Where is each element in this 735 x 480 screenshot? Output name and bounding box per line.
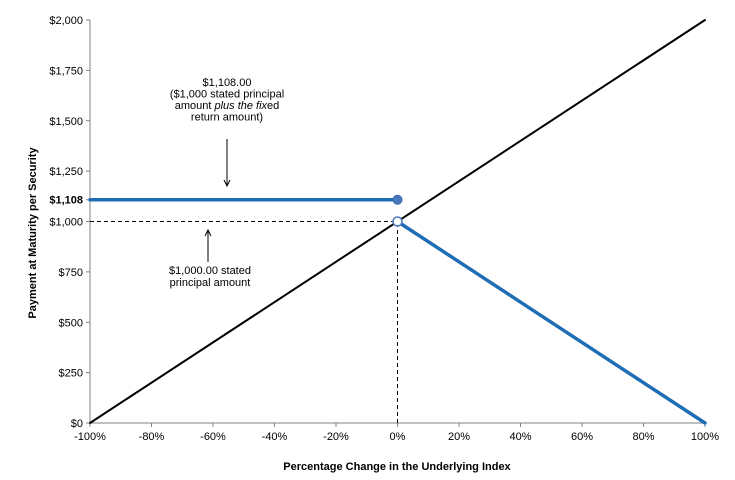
y-tick-label: $250 <box>59 368 83 380</box>
y-tick-label: $0 <box>71 418 83 430</box>
annotation-text-span: principal amount <box>170 277 251 289</box>
annotation-arrow-head <box>204 228 212 237</box>
x-tick-label: 100% <box>691 431 719 443</box>
y-tick-label: $1,500 <box>49 116 83 128</box>
annotation-text-span: amount <box>175 100 215 112</box>
x-tick-label: -40% <box>262 431 288 443</box>
x-tick-label: 40% <box>509 431 531 443</box>
x-tick-label: -20% <box>323 431 349 443</box>
annotation-text: amount plus the fixed <box>175 100 280 112</box>
x-tick-label: 80% <box>632 431 654 443</box>
marker-filled <box>392 194 403 205</box>
annotation-text-span: return amount) <box>191 112 263 124</box>
annotations: $1,108.00($1,000 stated principalamount … <box>169 77 284 289</box>
annotation-arrow-head <box>223 179 231 188</box>
tick-labels: $0 $250 $500 $750 $1,000 $1,250 $1,500 $1,750 $2… <box>49 15 719 443</box>
y-tick-label: $1,750 <box>49 65 83 77</box>
x-tick-label: 60% <box>571 431 593 443</box>
y-tick-label: $2,000 <box>49 15 83 27</box>
y-tick-label: $750 <box>59 267 83 279</box>
annotation-text-span: $1,108.00 <box>203 77 252 89</box>
annotation-text: principal amount <box>170 277 251 289</box>
reference-lines <box>90 221 398 423</box>
y-axis-title: Payment at Maturity per Security <box>27 147 39 319</box>
x-tick-label: 20% <box>448 431 470 443</box>
annotation-text: ($1,000 stated principal <box>170 89 284 101</box>
series-line-2 <box>395 219 707 425</box>
annotation-text: $1,108.00 <box>203 77 252 89</box>
x-tick-label: -100% <box>74 431 106 443</box>
annotation-text-span: ($1,000 stated principal <box>170 89 284 101</box>
annotation-text-span: plus the fix <box>213 100 267 112</box>
x-tick-label: -80% <box>139 431 165 443</box>
annotation-text: $1,000.00 stated <box>169 265 251 277</box>
y-tick-label: $1,250 <box>49 166 83 178</box>
y-tick-label: $500 <box>59 317 83 329</box>
y-tick-label-highlight: $1,108 <box>49 195 83 207</box>
annotation-text: return amount) <box>191 112 263 124</box>
x-tick-label: -60% <box>200 431 226 443</box>
x-tick-label: 0% <box>390 431 406 443</box>
annotation-text-span: $1,000.00 stated <box>169 265 251 277</box>
y-tick-label: $1,000 <box>49 217 83 229</box>
annotation-text-span: ed <box>267 100 279 112</box>
annotation-0: $1,108.00($1,000 stated principalamount … <box>170 77 284 188</box>
marker-open <box>392 216 403 227</box>
x-axis-title: Percentage Change in the Underlying Inde… <box>283 461 511 473</box>
markers <box>392 194 403 227</box>
